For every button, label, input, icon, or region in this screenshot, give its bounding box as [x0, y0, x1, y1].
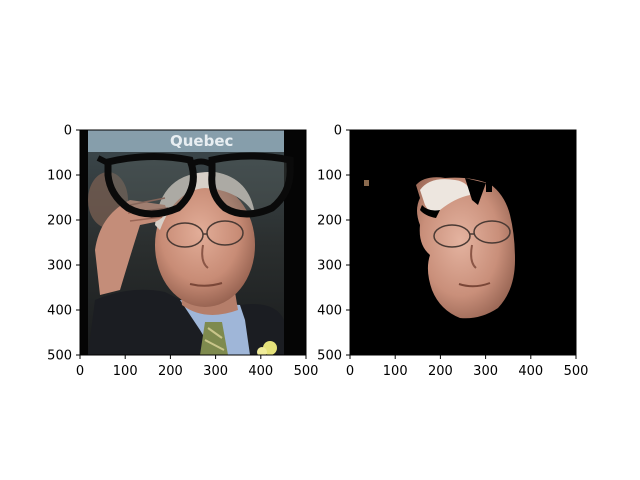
sign-text: Quebec — [170, 132, 233, 150]
right-axes-frame — [349, 129, 577, 356]
x-tick-label: 100 — [113, 364, 138, 379]
x-tick-label: 200 — [158, 364, 183, 379]
y-tick-label: 400 — [47, 304, 72, 319]
overlay-glasses — [96, 152, 294, 218]
y-tick-label: 300 — [317, 259, 342, 274]
y-tick-label: 200 — [317, 214, 342, 229]
x-tick-label: 0 — [346, 364, 354, 379]
y-tick-label: 0 — [334, 124, 342, 139]
left-image: Quebec — [80, 130, 306, 355]
y-tick-label: 100 — [47, 169, 72, 184]
x-tick-label: 200 — [428, 364, 453, 379]
y-tick-label: 100 — [317, 169, 342, 184]
y-tick-label: 500 — [47, 349, 72, 364]
x-tick-label: 500 — [564, 364, 589, 379]
x-tick-label: 100 — [383, 364, 408, 379]
y-tick-label: 200 — [47, 214, 72, 229]
x-tick-label: 400 — [518, 364, 543, 379]
x-tick-label: 500 — [294, 364, 319, 379]
right-image — [350, 130, 576, 355]
y-tick-label: 400 — [317, 304, 342, 319]
x-tick-label: 300 — [473, 364, 498, 379]
x-tick-label: 400 — [248, 364, 273, 379]
x-tick-label: 0 — [76, 364, 84, 379]
x-tick-label: 300 — [203, 364, 228, 379]
left-axes-frame — [79, 129, 307, 356]
y-tick-label: 300 — [47, 259, 72, 274]
y-tick-label: 500 — [317, 349, 342, 364]
y-tick-label: 0 — [64, 124, 72, 139]
